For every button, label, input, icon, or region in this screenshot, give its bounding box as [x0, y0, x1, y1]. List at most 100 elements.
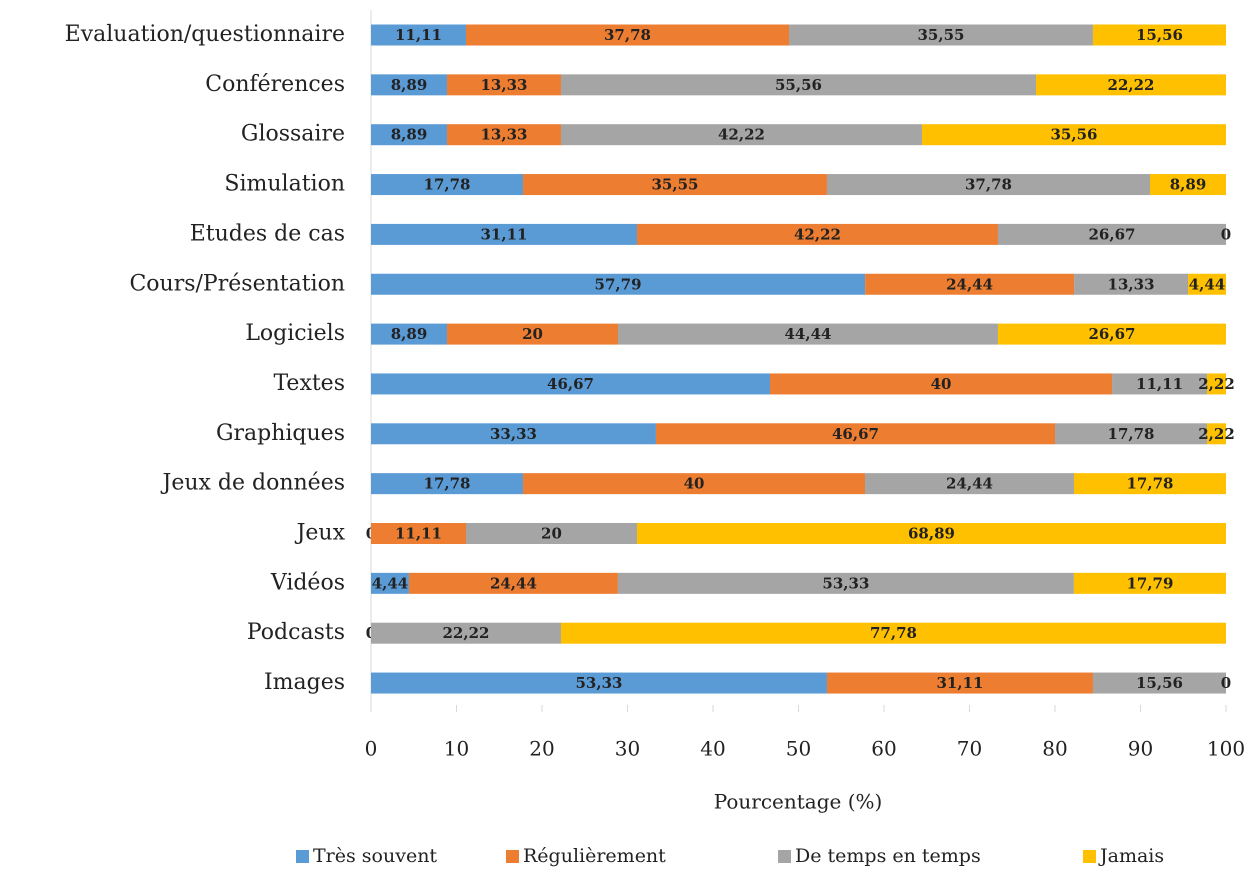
category-label: Textes	[273, 371, 345, 396]
bar-segment	[560, 124, 922, 146]
bar-segment	[560, 622, 1226, 644]
x-tick-label: 70	[957, 737, 982, 761]
data-label: 37,78	[965, 176, 1012, 194]
bar-segment	[1092, 672, 1226, 694]
legend-label: De temps en temps	[795, 845, 981, 867]
bar-segment	[1112, 373, 1208, 395]
data-label: 53,33	[575, 674, 622, 692]
x-tick-label: 80	[1042, 737, 1067, 761]
data-label: 55,56	[775, 76, 822, 94]
bar-segment	[826, 174, 1150, 196]
bar-segment	[1055, 423, 1208, 445]
bar-segment	[636, 223, 998, 245]
bar-segment	[371, 572, 409, 594]
legend-label: Très souvent	[313, 845, 437, 867]
bar-segment	[655, 423, 1055, 445]
data-label: 31,11	[936, 674, 983, 692]
bar-segment	[617, 572, 1074, 594]
legend-label: Régulièrement	[523, 845, 666, 867]
data-label: 24,44	[946, 475, 993, 493]
bar-segment	[1188, 273, 1226, 295]
category-label: Podcasts	[247, 620, 345, 645]
data-label: 40	[684, 475, 705, 493]
bar-segment	[371, 672, 827, 694]
bar-segment	[371, 423, 656, 445]
data-label: 35,55	[652, 176, 699, 194]
legend-swatch	[506, 850, 519, 863]
data-label: 26,67	[1088, 225, 1135, 243]
x-tick-label: 20	[529, 737, 554, 761]
bar-segment	[447, 323, 619, 345]
data-label: 8,89	[391, 325, 428, 343]
bar-segment	[789, 24, 1093, 46]
category-label: Simulation	[224, 172, 345, 197]
category-label: Jeux	[295, 521, 346, 546]
bar-segment	[826, 672, 1093, 694]
bar-segment	[465, 523, 637, 544]
bar-segment	[523, 174, 827, 196]
data-label: 17,78	[1126, 475, 1173, 493]
bar-segment	[447, 74, 561, 96]
data-label: 42,22	[794, 225, 841, 243]
bar-segment	[921, 124, 1226, 146]
x-tick-label: 50	[786, 737, 811, 761]
legend-swatch	[778, 850, 791, 863]
data-label: 4,44	[372, 574, 409, 592]
data-label: 20	[522, 325, 543, 343]
category-label: Graphiques	[216, 421, 345, 446]
data-label: 24,44	[490, 574, 537, 592]
legend-label: Jamais	[1098, 845, 1164, 867]
data-label: 11,11	[1136, 375, 1183, 393]
data-label: 8,89	[391, 126, 428, 144]
bar-segment	[1073, 572, 1226, 594]
data-label: 11,11	[395, 525, 442, 543]
bar-segment	[371, 473, 524, 495]
bar-segment	[1149, 174, 1226, 196]
bar-segment	[1036, 74, 1226, 96]
x-tick-label: 60	[871, 737, 896, 761]
bar-segment	[865, 473, 1074, 495]
bar-segment	[371, 373, 771, 395]
data-label: 35,56	[1050, 126, 1097, 144]
legend-swatch	[296, 850, 309, 863]
data-label: 17,78	[424, 176, 471, 194]
data-label: 68,89	[908, 525, 955, 543]
data-label: 8,89	[1170, 176, 1207, 194]
bar-segment	[523, 473, 866, 495]
bar-segment	[371, 74, 448, 96]
data-label: 17,78	[1108, 425, 1155, 443]
data-label: 53,33	[822, 574, 869, 592]
data-label: 15,56	[1136, 26, 1183, 44]
bar-segment	[465, 24, 790, 46]
bar-segment	[770, 373, 1113, 395]
bar-segment	[618, 323, 998, 345]
data-label: 35,55	[917, 26, 964, 44]
bar-segment	[371, 622, 561, 644]
x-axis-title: Pourcentage (%)	[714, 790, 883, 814]
bar-segment	[1207, 373, 1226, 395]
data-label: 77,78	[870, 624, 917, 642]
bar-segment	[371, 323, 448, 345]
category-label: Etudes de cas	[190, 221, 345, 246]
data-label: 40	[931, 375, 952, 393]
data-label: 46,67	[547, 375, 594, 393]
category-label: Evaluation/questionnaire	[65, 22, 345, 47]
data-label: 2,22	[1198, 375, 1235, 393]
data-label: 37,78	[604, 26, 651, 44]
data-label: 26,67	[1088, 325, 1135, 343]
data-label: 33,33	[490, 425, 537, 443]
data-label: 22,22	[1108, 76, 1155, 94]
bar-segment	[636, 523, 1226, 544]
x-tick-label: 90	[1128, 737, 1153, 761]
data-label: 11,11	[395, 26, 442, 44]
bar-segment	[560, 74, 1037, 96]
bar-segment	[997, 223, 1226, 245]
bar-segment	[865, 273, 1075, 295]
data-label: 17,79	[1126, 574, 1173, 592]
category-label: Cours/Présentation	[129, 271, 345, 296]
bar-segment	[371, 174, 524, 196]
data-label: 15,56	[1136, 674, 1183, 692]
data-label: 13,33	[481, 76, 528, 94]
data-label: 20	[541, 525, 562, 543]
